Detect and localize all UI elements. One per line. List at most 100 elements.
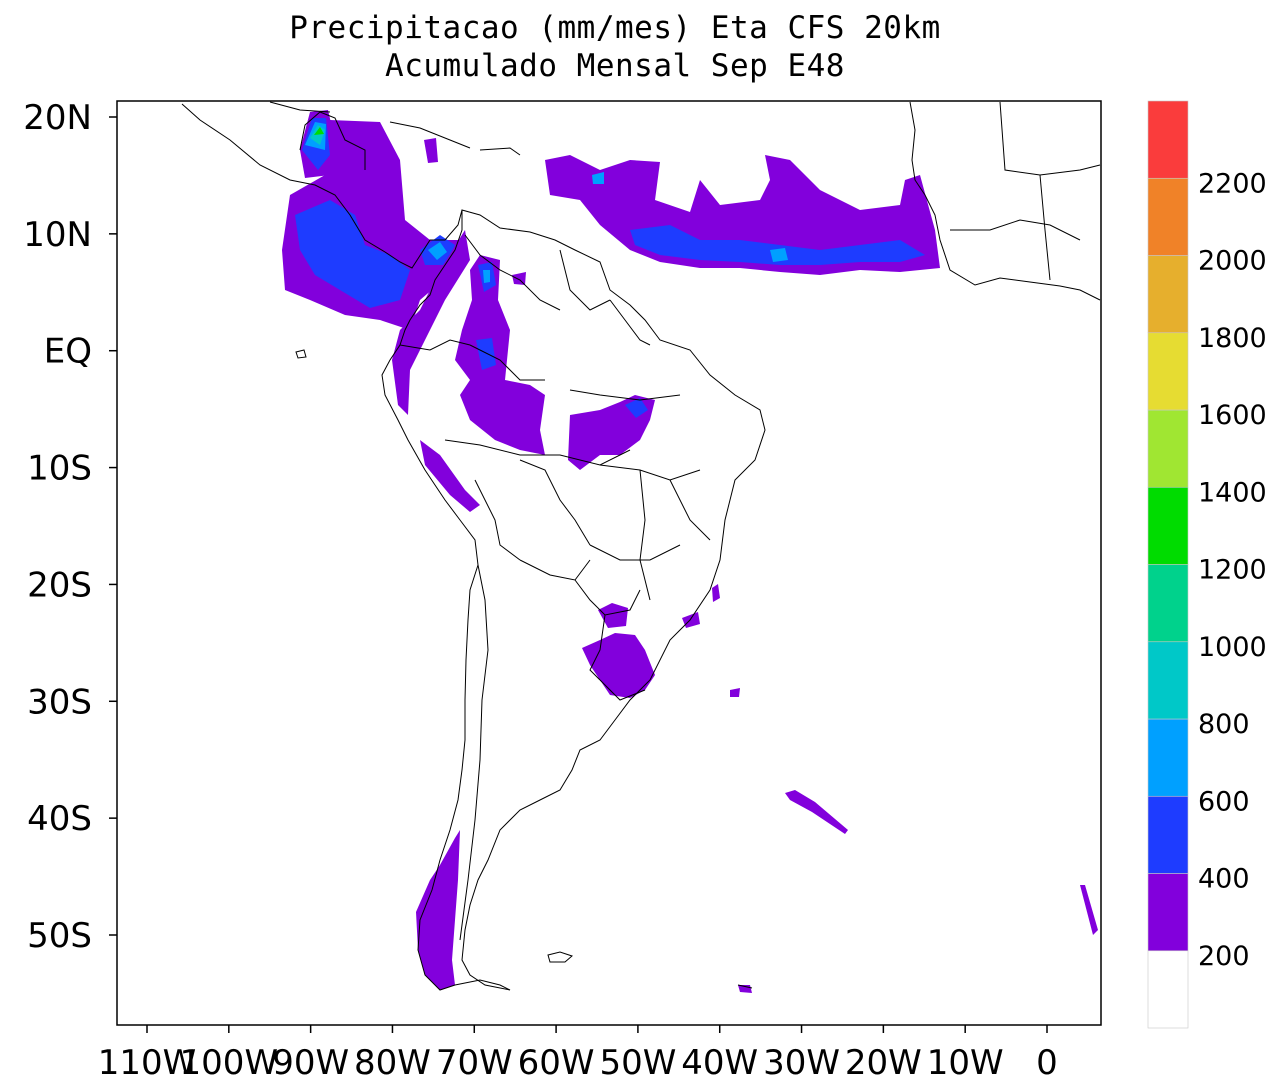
precip-peru-strip xyxy=(420,440,480,512)
lon-tick-label: 30W xyxy=(763,1043,840,1080)
precip-patagonia xyxy=(416,830,460,990)
border-ecuador-peru xyxy=(399,339,471,351)
colorbar-swatch xyxy=(1147,177,1189,256)
latitude-axis: 20N 10N EQ 10S 20S 30S 40S 50S xyxy=(23,98,117,956)
precip-western-amazon xyxy=(455,255,545,455)
coastline-gulf xyxy=(269,101,331,113)
precip-south-atlantic-streak xyxy=(1080,885,1098,935)
lon-tick-label: 40W xyxy=(681,1043,758,1080)
border-bolivia-brazil xyxy=(519,459,591,546)
colorbar-label: 200 xyxy=(1198,941,1250,972)
precip-core-pacific xyxy=(295,200,410,308)
island-falklands xyxy=(547,951,573,963)
lat-tick-label: 30S xyxy=(27,682,92,722)
colorbar-label: 1600 xyxy=(1198,400,1267,431)
precipitation-field xyxy=(282,110,1098,993)
coastline-africa xyxy=(909,101,1101,301)
lon-tick-label: 60W xyxy=(518,1043,595,1080)
precip-itcz-core xyxy=(630,225,925,265)
precip-western-amazon-core2 xyxy=(476,338,496,370)
border-bolivia-paraguay xyxy=(519,559,591,581)
colorbar-swatch xyxy=(1147,718,1189,797)
border-guianas xyxy=(609,299,651,346)
map-frame xyxy=(116,100,1102,1026)
lon-tick-label: 70W xyxy=(436,1043,513,1080)
island-galapagos xyxy=(295,349,307,359)
lon-tick-label: 0 xyxy=(1036,1043,1058,1080)
border-chile-argentina xyxy=(459,564,489,941)
border-africa-1 xyxy=(999,101,1101,176)
island-hispaniola xyxy=(479,147,521,156)
lat-tick-label: 10N xyxy=(23,215,92,255)
precip-south-brazil xyxy=(582,633,655,698)
border-brazil-states-2 xyxy=(599,464,701,481)
colorbar-label: 800 xyxy=(1198,709,1250,740)
colorbar-swatch xyxy=(1147,100,1189,179)
precip-core-yucatan-max xyxy=(314,127,324,135)
border-brazil-states-1 xyxy=(569,389,681,401)
colorbar-label: 1200 xyxy=(1198,555,1267,586)
border-colombia-venezuela xyxy=(464,234,561,311)
colorbar-label: 2000 xyxy=(1198,246,1267,277)
colorbar-swatch xyxy=(1147,409,1189,488)
lat-tick-label: EQ xyxy=(44,332,92,372)
map-title-line2: Acumulado Mensal Sep E48 xyxy=(385,48,845,84)
precip-western-amazon-peak xyxy=(483,270,490,283)
lon-tick-label: 90W xyxy=(272,1043,349,1080)
lat-tick-label: 20S xyxy=(27,565,92,605)
precip-andes-strip xyxy=(392,230,470,415)
island-cuba xyxy=(389,121,471,149)
border-venezuela-guyana xyxy=(559,249,611,311)
coastlines-borders xyxy=(181,101,1101,991)
coastline-central-america xyxy=(181,103,463,269)
colorbar-swatch xyxy=(1147,332,1189,411)
colorbar-swatch xyxy=(1147,564,1189,643)
lon-tick-label: 80W xyxy=(354,1043,431,1080)
coastline-south-america xyxy=(381,209,766,991)
precip-cuba-patch xyxy=(424,138,438,163)
colorbar-swatch xyxy=(1147,795,1189,874)
lon-tick-label: 20W xyxy=(845,1043,922,1080)
border-brazil-states-3 xyxy=(639,469,651,601)
colorbar-label: 1000 xyxy=(1198,632,1267,663)
border-argentina-brazil xyxy=(589,614,606,681)
border-africa-2 xyxy=(950,219,1081,241)
lon-tick-label: 10W xyxy=(927,1043,1004,1080)
lat-tick-label: 20N xyxy=(23,98,92,138)
lat-tick-label: 10S xyxy=(27,449,92,489)
lon-tick-label: 50W xyxy=(599,1043,676,1080)
precip-atlantic-band xyxy=(785,790,848,834)
precip-itcz-peak xyxy=(770,248,788,262)
colorbar-label: 600 xyxy=(1198,786,1250,817)
border-colombia-brazil xyxy=(469,344,545,381)
colorbar-label: 1400 xyxy=(1198,477,1267,508)
border-peru-brazil xyxy=(444,439,631,466)
lat-tick-label: 50S xyxy=(27,916,92,956)
colorbar-swatch xyxy=(1147,873,1189,952)
colorbar-label: 400 xyxy=(1198,864,1250,895)
colorbar-swatch xyxy=(1147,950,1189,1029)
colorbar-swatch xyxy=(1147,641,1189,720)
colorbar-label: 1800 xyxy=(1198,323,1267,354)
precip-sa-coast-patch2 xyxy=(712,584,720,602)
colorbar-swatch xyxy=(1147,255,1189,334)
lon-tick-label: 110W xyxy=(98,1043,197,1080)
border-africa-3 xyxy=(1039,174,1051,281)
colorbar-label: 2200 xyxy=(1198,168,1267,199)
colorbar: 200 400 600 800 1000 1200 1400 1600 1800 2000 2200 xyxy=(1147,100,1267,1029)
border-brazil-states-4 xyxy=(669,479,711,541)
border-peru-bolivia xyxy=(474,479,521,561)
precip-core-panama xyxy=(428,242,447,260)
colorbar-swatch xyxy=(1147,486,1189,565)
precip-atlantic-spot xyxy=(730,688,740,697)
precip-parana-patch xyxy=(598,603,628,628)
precip-roraima-patch xyxy=(512,272,526,285)
coastline-yucatan xyxy=(299,111,366,170)
lon-tick-label: 100W xyxy=(180,1043,279,1080)
border-brazil-states-5 xyxy=(589,544,681,561)
map-title-line1: Precipitacao (mm/mes) Eta CFS 20km xyxy=(289,10,941,46)
precip-itcz-peak2 xyxy=(592,172,604,184)
lat-tick-label: 40S xyxy=(27,799,92,839)
